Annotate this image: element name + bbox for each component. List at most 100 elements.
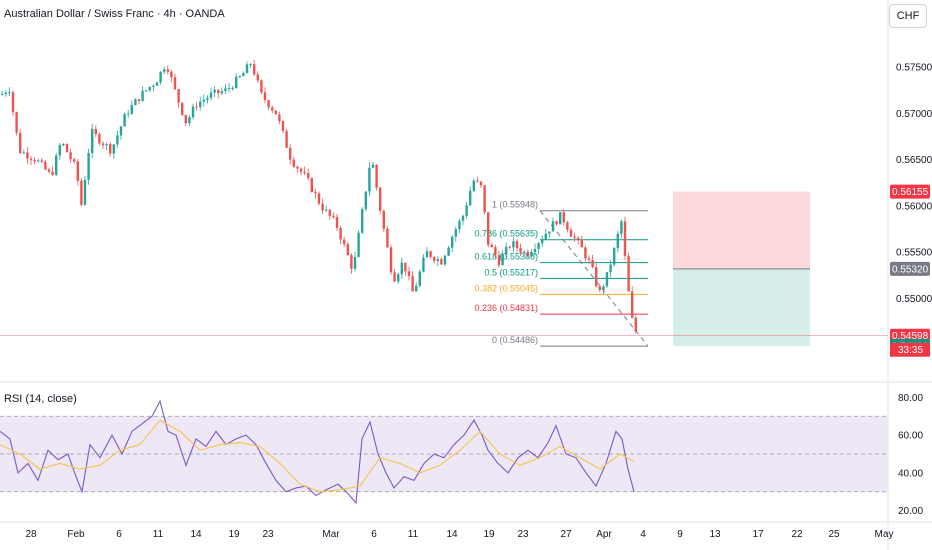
- candle-body-9: [33, 159, 36, 162]
- candle-body-47: [170, 71, 173, 78]
- candle-body-141: [508, 246, 511, 248]
- candle-body-81: [292, 159, 295, 167]
- candle-body-4: [15, 112, 18, 133]
- candle-body-31: [112, 144, 115, 154]
- candle-body-75: [271, 107, 274, 111]
- candle-body-79: [285, 130, 288, 148]
- candle-body-1: [4, 92, 7, 94]
- candle-body-60: [217, 89, 220, 94]
- candle-body-101: [364, 191, 367, 210]
- time-tick-label-2: 6: [116, 529, 122, 540]
- time-tick-label-11: 19: [483, 529, 495, 540]
- candle-body-66: [238, 76, 241, 78]
- candle-body-52: [188, 117, 191, 124]
- candle-body-19: [69, 152, 72, 160]
- candle-body-39: [141, 90, 144, 102]
- candle-body-63: [227, 88, 231, 90]
- candle-body-115: [415, 285, 418, 292]
- candle-body-150: [541, 239, 544, 244]
- candle-body-137: [494, 247, 497, 256]
- candle-body-91: [328, 209, 331, 216]
- candle-body-58: [209, 92, 213, 98]
- candle-body-30: [109, 144, 112, 154]
- candle-body-73: [263, 92, 267, 101]
- candle-body-159: [573, 236, 576, 238]
- candle-body-51: [184, 114, 187, 124]
- candle-body-87: [314, 191, 317, 194]
- candle-body-145: [523, 251, 526, 253]
- candle-body-76: [274, 110, 277, 115]
- time-tick-label-18: 17: [752, 529, 764, 540]
- price-tick-label-1: 0.57000: [896, 109, 932, 120]
- candle-body-166: [598, 286, 601, 291]
- candle-body-12: [44, 161, 47, 170]
- candle-body-65: [235, 76, 238, 88]
- price-badge-label-1: 0.55320: [892, 264, 929, 275]
- candle-body-69: [249, 64, 252, 66]
- candle-body-2: [8, 92, 11, 94]
- candle-body-106: [382, 210, 385, 229]
- time-tick-label-21: May: [875, 529, 894, 540]
- candle-body-107: [386, 228, 389, 248]
- candle-body-93: [335, 217, 339, 228]
- candle-body-14: [51, 171, 54, 175]
- time-tick-label-19: 22: [791, 529, 803, 540]
- fib-label-1: 1 (0.55948): [492, 200, 538, 210]
- candle-body-100: [361, 209, 364, 233]
- candle-body-122: [440, 259, 443, 265]
- position-stop-zone: [673, 268, 810, 347]
- time-tick-label-20: 25: [828, 529, 840, 540]
- candle-body-13: [47, 169, 51, 172]
- candle-body-114: [411, 276, 414, 292]
- candle-body-167: [602, 286, 605, 291]
- candle-body-36: [130, 105, 133, 114]
- price-badge-0: [890, 184, 930, 199]
- candle-body-29: [105, 144, 108, 146]
- candle-body-94: [339, 227, 342, 240]
- candle-body-27: [98, 134, 101, 144]
- candle-body-26: [94, 128, 97, 135]
- candle-body-55: [199, 101, 202, 107]
- currency-button[interactable]: CHF: [889, 4, 927, 28]
- time-tick-label-12: 23: [517, 529, 529, 540]
- candle-body-105: [379, 187, 382, 211]
- candle-body-95: [343, 239, 346, 245]
- candle-body-97: [350, 255, 353, 269]
- candle-body-5: [19, 132, 22, 154]
- candle-body-129: [465, 205, 468, 216]
- candle-body-161: [580, 239, 583, 248]
- price-tick-label-3: 0.56000: [896, 201, 932, 212]
- candle-body-7: [26, 152, 29, 159]
- candle-body-62: [224, 88, 227, 92]
- candle-body-96: [346, 244, 349, 256]
- candle-body-68: [245, 64, 249, 74]
- candle-body-46: [166, 69, 169, 72]
- candle-body-23: [83, 179, 87, 205]
- candle-body-121: [436, 259, 439, 261]
- candle-body-74: [267, 100, 270, 108]
- time-tick-label-14: Apr: [596, 529, 612, 540]
- candle-body-40: [145, 90, 148, 92]
- price-tick-label-2: 0.56500: [896, 155, 932, 166]
- candle-body-48: [173, 77, 177, 90]
- candle-body-54: [195, 106, 198, 108]
- candle-body-10: [37, 160, 40, 162]
- candle-body-119: [429, 251, 432, 258]
- time-tick-label-0: 28: [25, 529, 37, 540]
- candle-body-144: [519, 247, 522, 253]
- candle-body-143: [515, 241, 519, 248]
- rsi-tick-label-1: 60.00: [898, 431, 923, 442]
- candle-body-41: [148, 86, 151, 91]
- fib-label-0_382: 0.382 (0.55045): [474, 283, 538, 293]
- candle-body-109: [393, 272, 396, 282]
- price-tick-label-4: 0.55500: [896, 248, 932, 259]
- candle-body-22: [80, 180, 83, 205]
- candle-body-24: [87, 153, 90, 180]
- candle-body-120: [433, 257, 436, 261]
- candle-body-35: [127, 113, 130, 115]
- candle-body-45: [163, 69, 166, 72]
- countdown-label: 33:35: [898, 345, 923, 356]
- rsi-ma-line: [0, 419, 635, 493]
- candle-body-174: [627, 255, 630, 292]
